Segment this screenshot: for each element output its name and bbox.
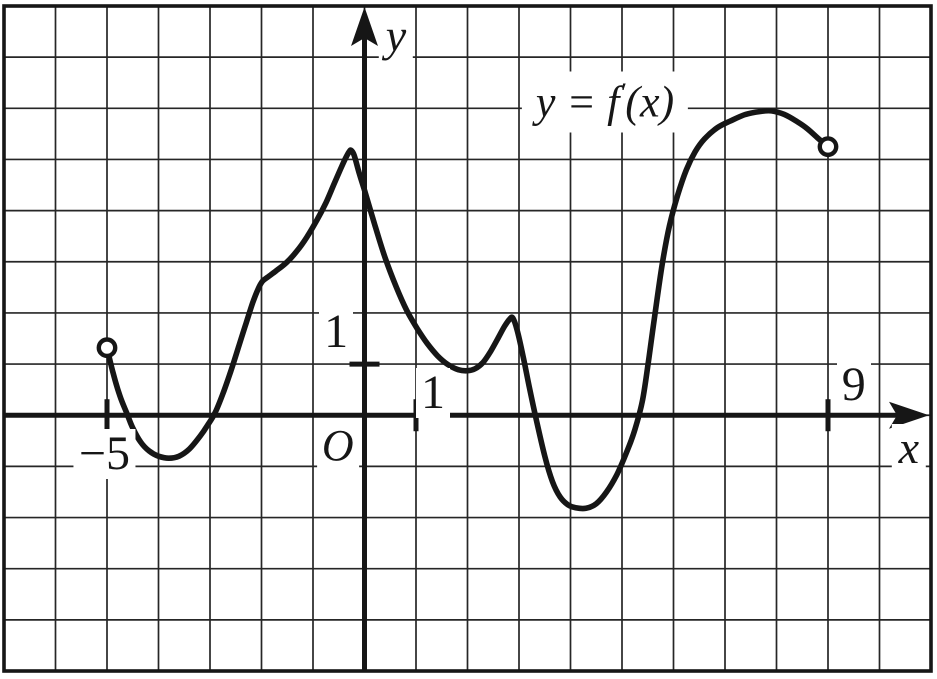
x-tick-label-9: 9 xyxy=(836,359,871,410)
equation-text-pre: y = f xyxy=(535,77,620,127)
grid-border xyxy=(2,4,933,673)
x-tick-label-neg5: −5 xyxy=(73,429,135,480)
open-endpoint-right xyxy=(817,136,839,158)
y-tick-label-1: 1 xyxy=(319,307,354,358)
x-axis-arrowhead xyxy=(889,401,929,429)
origin-label: O xyxy=(316,422,359,469)
x-tick-label-1: 1 xyxy=(415,367,450,418)
x-axis-label: x xyxy=(891,423,927,472)
open-endpoint-left xyxy=(96,337,118,359)
y-axis-arrowhead xyxy=(351,7,378,46)
equation-text-post: (x) xyxy=(625,77,675,127)
derivative-curve xyxy=(104,107,831,512)
curve-equation-label: y = f′(x) xyxy=(521,71,689,133)
equation-prime-mark: ′ xyxy=(619,77,626,108)
y-axis-label: y xyxy=(378,12,414,61)
